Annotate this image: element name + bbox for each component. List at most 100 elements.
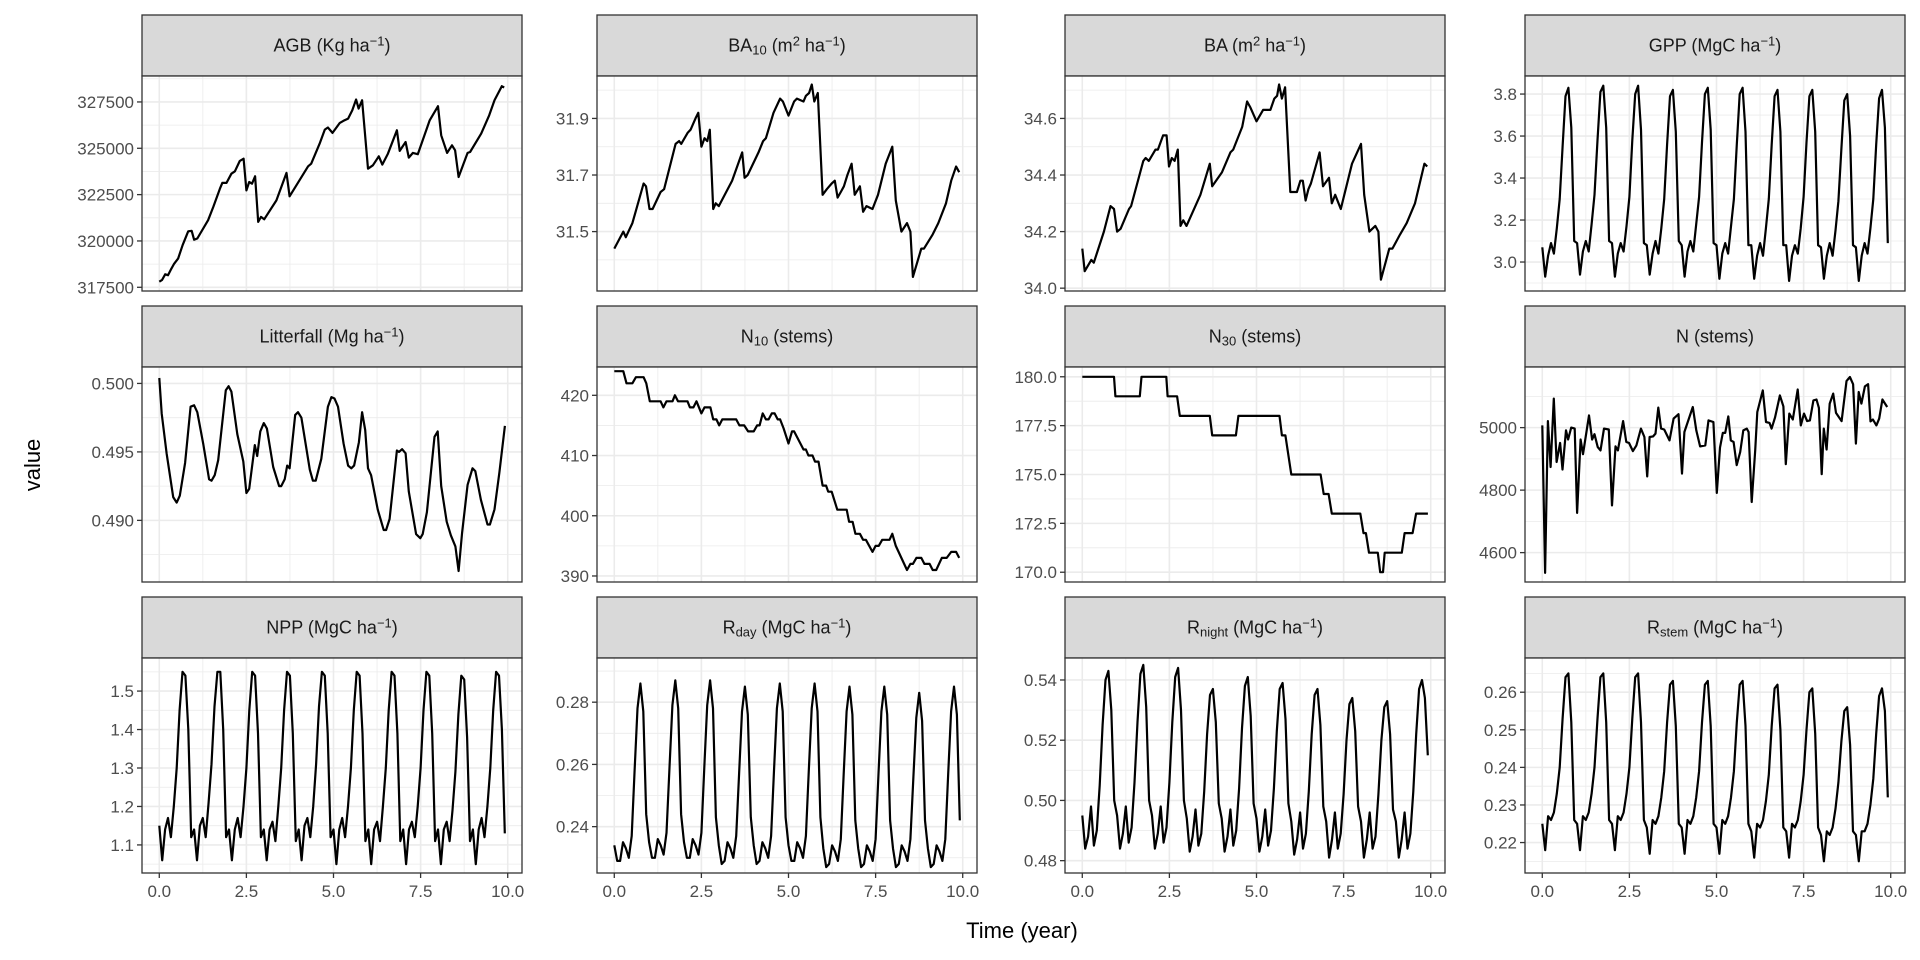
strip-title-segment: ) bbox=[1317, 618, 1323, 638]
facet-panel: Rnight (MgC ha−1) 0.48 0.50 0.52 0.54 0.0 2.5 5… bbox=[1024, 596, 1447, 901]
strip-title-segment: (MgC ha bbox=[757, 618, 832, 638]
y-tick-label: 34.4 bbox=[1024, 166, 1057, 185]
y-tick-label: 170.0 bbox=[1014, 563, 1057, 582]
facet-strip bbox=[596, 305, 978, 368]
plot-background bbox=[142, 76, 522, 291]
facet-strip-title: AGB (Kg ha−1) bbox=[274, 34, 391, 56]
y-tick-label: 1.4 bbox=[110, 721, 134, 740]
x-tick-label: 2.5 bbox=[235, 882, 259, 901]
panel-border bbox=[596, 75, 978, 292]
facet-strip bbox=[141, 305, 523, 368]
y-tick-label: 0.500 bbox=[91, 374, 134, 393]
series-line bbox=[158, 670, 506, 866]
strip-title-segment: −1 bbox=[1760, 34, 1775, 49]
x-tick-label: 7.5 bbox=[1792, 882, 1816, 901]
plot-background bbox=[1525, 76, 1905, 291]
strip-title-segment: R bbox=[723, 618, 736, 638]
y-tick-label: 31.9 bbox=[556, 109, 589, 128]
y-tick-label: 5000 bbox=[1479, 419, 1517, 438]
facet-strip-title: NPP (MgC ha−1) bbox=[266, 616, 398, 638]
y-axis-title: value bbox=[20, 439, 45, 492]
strip-title-segment: NPP (MgC ha bbox=[266, 618, 378, 638]
facet-panel: BA (m2 ha−1) 34.0 34.2 34.4 34.6 bbox=[1024, 14, 1446, 298]
y-tick-label: 3.0 bbox=[1493, 253, 1517, 272]
facet-strip bbox=[1524, 596, 1906, 659]
y-tick-label: 0.495 bbox=[91, 443, 134, 462]
x-tick-label: 5.0 bbox=[1245, 882, 1269, 901]
y-tick-label: 0.24 bbox=[1484, 758, 1517, 777]
x-tick-label: 0.0 bbox=[1070, 882, 1094, 901]
y-tick-label: 390 bbox=[561, 567, 589, 586]
facet-panel: NPP (MgC ha−1) 1.1 1.2 1.3 1.4 1.5 0.0 2.5 5.0 7.… bbox=[110, 596, 524, 901]
facet-strip bbox=[141, 14, 523, 77]
y-tick-label: 322500 bbox=[77, 186, 134, 205]
facet-panel: Rstem (MgC ha−1) 0.22 0.23 0.24 0.25 0.26 0.0 2… bbox=[1484, 596, 1907, 901]
strip-title-segment: ) bbox=[840, 36, 846, 56]
panel-border bbox=[1064, 75, 1446, 292]
x-tick-label: 10.0 bbox=[1414, 882, 1447, 901]
panel-border bbox=[596, 657, 978, 874]
y-tick-label: 0.48 bbox=[1024, 852, 1057, 871]
facet-strip-title: N30 (stems) bbox=[1209, 327, 1301, 349]
facet-panel: N30 (stems) 170.0 172.5 175.0 177.5 180.0 bbox=[1014, 305, 1446, 583]
plot-background bbox=[597, 367, 977, 582]
y-tick-label: 0.54 bbox=[1024, 671, 1057, 690]
series-line bbox=[1541, 672, 1889, 863]
facet-strip bbox=[1064, 14, 1446, 77]
y-tick-label: 320000 bbox=[77, 232, 134, 251]
y-tick-label: 1.5 bbox=[110, 682, 134, 701]
strip-title-segment: BA (m bbox=[1204, 36, 1253, 56]
strip-title-segment: −1 bbox=[370, 34, 385, 49]
strip-title-segment: 2 bbox=[1253, 34, 1260, 49]
strip-title-segment: stem bbox=[1660, 625, 1688, 640]
x-tick-label: 2.5 bbox=[1158, 882, 1182, 901]
strip-title-segment: 30 bbox=[1222, 334, 1236, 349]
y-tick-label: 34.0 bbox=[1024, 279, 1057, 298]
x-tick-label: 0.0 bbox=[602, 882, 626, 901]
plot-background bbox=[1065, 76, 1445, 291]
y-tick-label: 0.26 bbox=[556, 755, 589, 774]
strip-title-segment: ) bbox=[384, 36, 390, 56]
y-tick-label: 177.5 bbox=[1014, 417, 1057, 436]
strip-title-segment: ) bbox=[1300, 36, 1306, 56]
strip-title-segment: (stems) bbox=[1236, 327, 1301, 347]
strip-title-segment: −1 bbox=[825, 34, 840, 49]
facet-strip bbox=[596, 14, 978, 77]
series-line bbox=[158, 377, 506, 573]
y-tick-label: 0.28 bbox=[556, 693, 589, 712]
facet-panel: N (stems) 4600 4800 5000 bbox=[1479, 305, 1906, 583]
strip-title-segment: ) bbox=[845, 618, 851, 638]
strip-title-segment: ha bbox=[800, 36, 826, 56]
series-line bbox=[158, 85, 505, 283]
panel-border bbox=[141, 366, 523, 583]
strip-title-segment: 10 bbox=[754, 334, 768, 349]
panel-border bbox=[141, 75, 523, 292]
strip-title-segment: −1 bbox=[1285, 34, 1300, 49]
strip-title-segment: ) bbox=[398, 327, 404, 347]
series-line bbox=[614, 370, 961, 572]
panel-border bbox=[1524, 366, 1906, 583]
facet-strip-title: N10 (stems) bbox=[741, 327, 833, 349]
strip-title-segment: (MgC ha bbox=[1228, 618, 1303, 638]
y-tick-label: 34.6 bbox=[1024, 109, 1057, 128]
x-tick-label: 10.0 bbox=[1874, 882, 1907, 901]
x-tick-label: 10.0 bbox=[491, 882, 524, 901]
y-tick-label: 180.0 bbox=[1014, 368, 1057, 387]
strip-title-segment: Litterfall (Mg ha bbox=[260, 327, 385, 347]
y-tick-label: 175.0 bbox=[1014, 466, 1057, 485]
y-tick-label: 0.22 bbox=[1484, 834, 1517, 853]
panel-border bbox=[1064, 657, 1446, 874]
y-tick-label: 420 bbox=[561, 386, 589, 405]
strip-title-segment: GPP (MgC ha bbox=[1649, 36, 1762, 56]
series-line bbox=[1081, 83, 1428, 281]
facet-strip-title: Rstem (MgC ha−1) bbox=[1647, 616, 1783, 640]
y-tick-label: 1.3 bbox=[110, 759, 134, 778]
series-line bbox=[613, 679, 961, 869]
panel-border bbox=[1524, 75, 1906, 292]
series-line bbox=[1081, 663, 1429, 859]
strip-title-segment: R bbox=[1647, 618, 1660, 638]
series-line bbox=[613, 83, 961, 278]
y-tick-label: 4600 bbox=[1479, 544, 1517, 563]
y-tick-label: 327500 bbox=[77, 93, 134, 112]
y-tick-label: 0.50 bbox=[1024, 791, 1057, 810]
